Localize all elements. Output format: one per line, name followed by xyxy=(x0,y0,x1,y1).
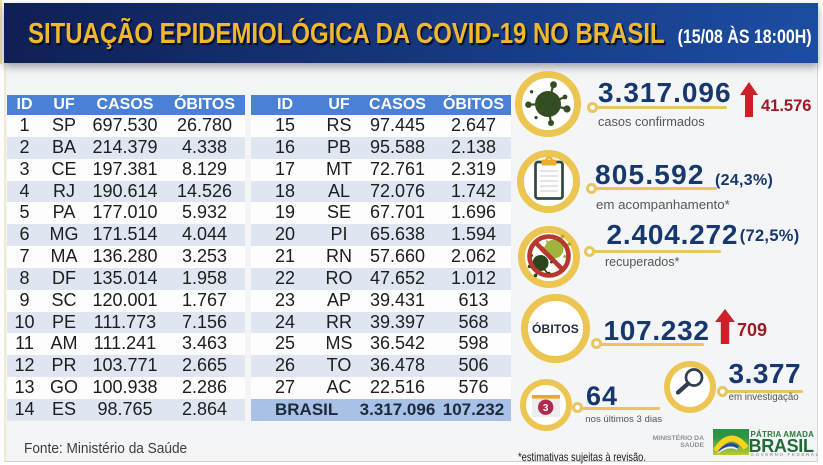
svg-text:3: 3 xyxy=(543,403,549,414)
